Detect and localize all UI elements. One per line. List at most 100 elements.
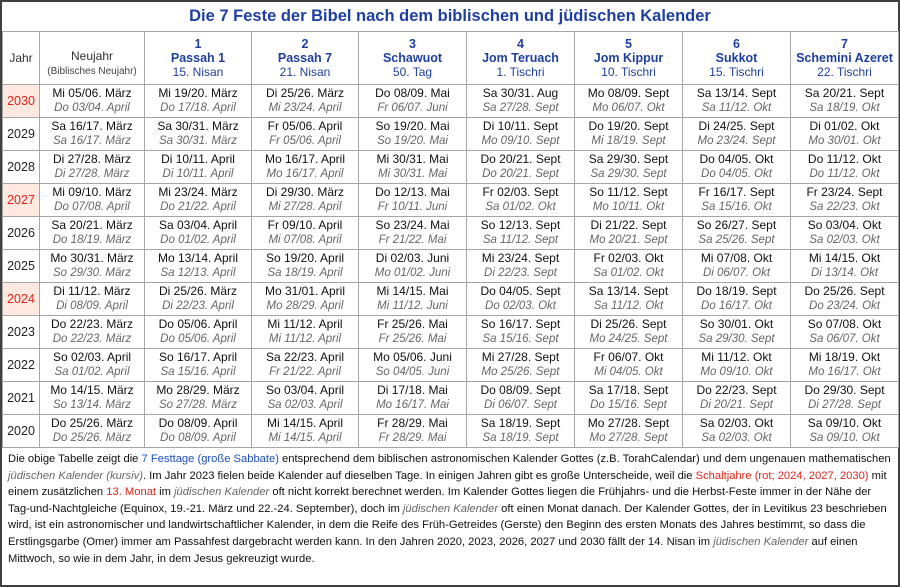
feast-cell: Di 25/26. März Mi 23/24. April — [251, 84, 359, 118]
year-cell: 2029 — [2, 117, 40, 151]
feast-cell: Do 11/12. Okt Do 11/12. Okt — [790, 150, 899, 184]
jewish-date: Do 15/16. Sept — [590, 399, 667, 411]
jewish-date: Di 08/09. April — [56, 300, 128, 312]
biblical-date: Sa 22/23. April — [265, 350, 345, 364]
neujahr-cell: Mi 09/10. März Do 07/08. April — [39, 183, 145, 217]
jewish-date: Di 22/23. April — [162, 300, 234, 312]
para-text-8: auf einen Mittwoch, so wie in dem Jahr, … — [8, 535, 858, 565]
feast-cell: Mi 18/19. Okt Mo 16/17. Okt — [790, 348, 899, 382]
feast-cell: Sa 20/21. Sept Sa 18/19. Okt — [790, 84, 899, 118]
header-feast-4: 4 Jom Teruach 1. Tischri — [466, 31, 575, 85]
jewish-date: Mo 09/10. Okt — [700, 366, 773, 378]
feast-cell: Do 29/30. Sept Di 27/28. Sept — [790, 381, 899, 415]
biblical-date: Mi 18/19. Okt — [808, 350, 881, 364]
feast-cell: Mi 07/08. Okt Di 06/07. Okt — [682, 249, 791, 283]
biblical-date: Mi 07/08. Okt — [700, 251, 773, 265]
biblical-date: So 07/08. Okt — [807, 317, 882, 331]
biblical-date: So 19/20. April — [265, 251, 345, 265]
feast-cell: Mi 14/15. Mai Mi 11/12. Juni — [358, 282, 467, 316]
neujahr-cell: Do 22/23. März Do 22/23. März — [39, 315, 145, 349]
jewish-date: Sa 02/03. Okt — [701, 432, 772, 444]
feast-name: Schemini Azeret — [796, 51, 893, 65]
header-feast-1: 1 Passah 1 15. Nisan — [144, 31, 252, 85]
feast-cell: Mi 19/20. März Do 17/18. April — [144, 84, 252, 118]
para-text-4: mit einem zusätzlichen — [8, 469, 887, 499]
table-row: 2027 Mi 09/10. März Do 07/08. April Mi 23/2… — [2, 183, 899, 217]
para-text-7: oft einen Monat danach. Der Kalender Got… — [8, 502, 887, 548]
feast-date: 15. Tischri — [709, 65, 764, 79]
year-cell: 2025 — [2, 249, 40, 283]
feast-cell: Di 29/30. März Mi 27/28. April — [251, 183, 359, 217]
biblical-date: Sa 02/03. Okt — [699, 416, 774, 430]
neujahr-cell: Do 25/26. März Do 25/26. März — [39, 414, 145, 448]
year-cell: 2023 — [2, 315, 40, 349]
biblical-date: So 03/04. April — [265, 383, 345, 397]
para-text-3: . Im Jahr 2023 fielen beide Kalender auf… — [142, 469, 696, 482]
feast-cell: So 19/20. Mai So 19/20. Mai — [358, 117, 467, 151]
jewish-date: Sa 30/31. März — [159, 135, 237, 147]
feast-cell: Fr 05/06. April Fr 05/06. April — [251, 117, 359, 151]
feast-date: 15. Nisan — [172, 65, 224, 79]
biblical-date: Do 22/23. März — [50, 317, 134, 331]
feast-cell: Do 08/09. Sept Di 06/07. Sept — [466, 381, 575, 415]
jewish-date: Do 16/17. Okt — [701, 300, 772, 312]
feast-name: Jom Teruach — [482, 51, 559, 65]
para-text-6: oft nicht korrekt berechnet werden. Im K… — [8, 486, 872, 515]
neujahr-cell: Di 27/28. März Di 27/28. März — [39, 150, 145, 184]
jewish-date: Mo 30/01. Okt — [808, 135, 881, 147]
biblical-date: Fr 16/17. Sept — [698, 185, 775, 199]
biblical-date: Mi 23/24. Sept — [481, 251, 560, 265]
year-cell: 2020 — [2, 414, 40, 448]
biblical-date: Fr 25/26. Mai — [377, 317, 448, 331]
feast-cell: Mi 23/24. Sept Di 22/23. Sept — [466, 249, 575, 283]
biblical-date: Mi 14/15. Okt — [808, 251, 881, 265]
para-text-2: entsprechend dem biblischen astronomisch… — [278, 453, 891, 465]
jewish-date: Mi 11/12. Juni — [377, 300, 448, 312]
jewish-date: Mo 20/21. Sept — [589, 234, 668, 246]
feast-cell: Di 25/26. Sept Mo 24/25. Sept — [574, 315, 683, 349]
biblical-date: Do 25/26. Sept — [804, 284, 885, 298]
para-text-5: im — [156, 486, 175, 499]
feast-number: 5 — [625, 37, 632, 51]
jewish-date: Di 27/28. März — [54, 168, 130, 180]
biblical-date: Sa 16/17. März — [51, 119, 133, 133]
feast-cell: So 07/08. Okt Sa 06/07. Okt — [790, 315, 899, 349]
jewish-date: Mi 11/12. April — [268, 333, 342, 345]
jewish-date: Sa 06/07. Okt — [809, 333, 880, 345]
header-jahr: Jahr — [2, 31, 40, 85]
year-cell: 2026 — [2, 216, 40, 250]
biblical-date: Mi 14/15. April — [266, 416, 344, 430]
header-feast-7: 7 Schemini Azeret 22. Tischri — [790, 31, 899, 85]
biblical-date: So 02/03. April — [52, 350, 132, 364]
jewish-date: Mo 28/29. April — [266, 300, 344, 312]
feast-cell: Di 21/22. Sept Mo 20/21. Sept — [574, 216, 683, 250]
biblical-date: Sa 17/18. Sept — [588, 383, 669, 397]
biblical-date: Do 29/30. Sept — [804, 383, 885, 397]
jewish-date: Sa 18/19. Sept — [482, 432, 559, 444]
feast-cell: Mi 23/24. März Do 21/22. April — [144, 183, 252, 217]
jewish-date: Sa 11/12. Sept — [482, 234, 559, 246]
table-row: 2022 So 02/03. April Sa 01/02. April So 16/… — [2, 348, 899, 382]
table-row: 2029 Sa 16/17. März Sa 16/17. März Sa 30/31… — [2, 117, 899, 151]
jewish-date: Sa 25/26. Sept — [698, 234, 775, 246]
feast-cell: Sa 02/03. Okt Sa 02/03. Okt — [682, 414, 791, 448]
feast-cell: Do 05/06. April Do 05/06. April — [144, 315, 252, 349]
jewish-date: Sa 02/03. Okt — [809, 234, 880, 246]
biblical-date: Sa 30/31. März — [157, 119, 239, 133]
biblical-date: So 26/27. Sept — [696, 218, 777, 232]
neujahr-cell: Sa 16/17. März Sa 16/17. März — [39, 117, 145, 151]
feast-cell: Mo 31/01. April Mo 28/29. April — [251, 282, 359, 316]
biblical-date: Di 11/12. März — [53, 284, 131, 298]
jewish-date: Mo 16/17. Okt — [808, 366, 881, 378]
jewish-date: Sa 15/16. April — [160, 366, 236, 378]
biblical-date: Mo 16/17. April — [264, 152, 346, 166]
biblical-date: Do 20/21. Sept — [480, 152, 561, 166]
biblical-date: Fr 06/07. Okt — [593, 350, 664, 364]
feast-cell: Do 04/05. Sept Do 02/03. Okt — [466, 282, 575, 316]
jewish-date: Do 25/26. März — [52, 432, 132, 444]
para-festtage-link: 7 Festtage (große Sabbate) — [141, 453, 279, 465]
jewish-date: Fr 10/11. Juni — [377, 201, 448, 213]
biblical-date: So 16/17. Sept — [480, 317, 561, 331]
jewish-date: Sa 29/30. Sept — [590, 168, 667, 180]
biblical-date: Di 25/26. März — [265, 86, 345, 100]
